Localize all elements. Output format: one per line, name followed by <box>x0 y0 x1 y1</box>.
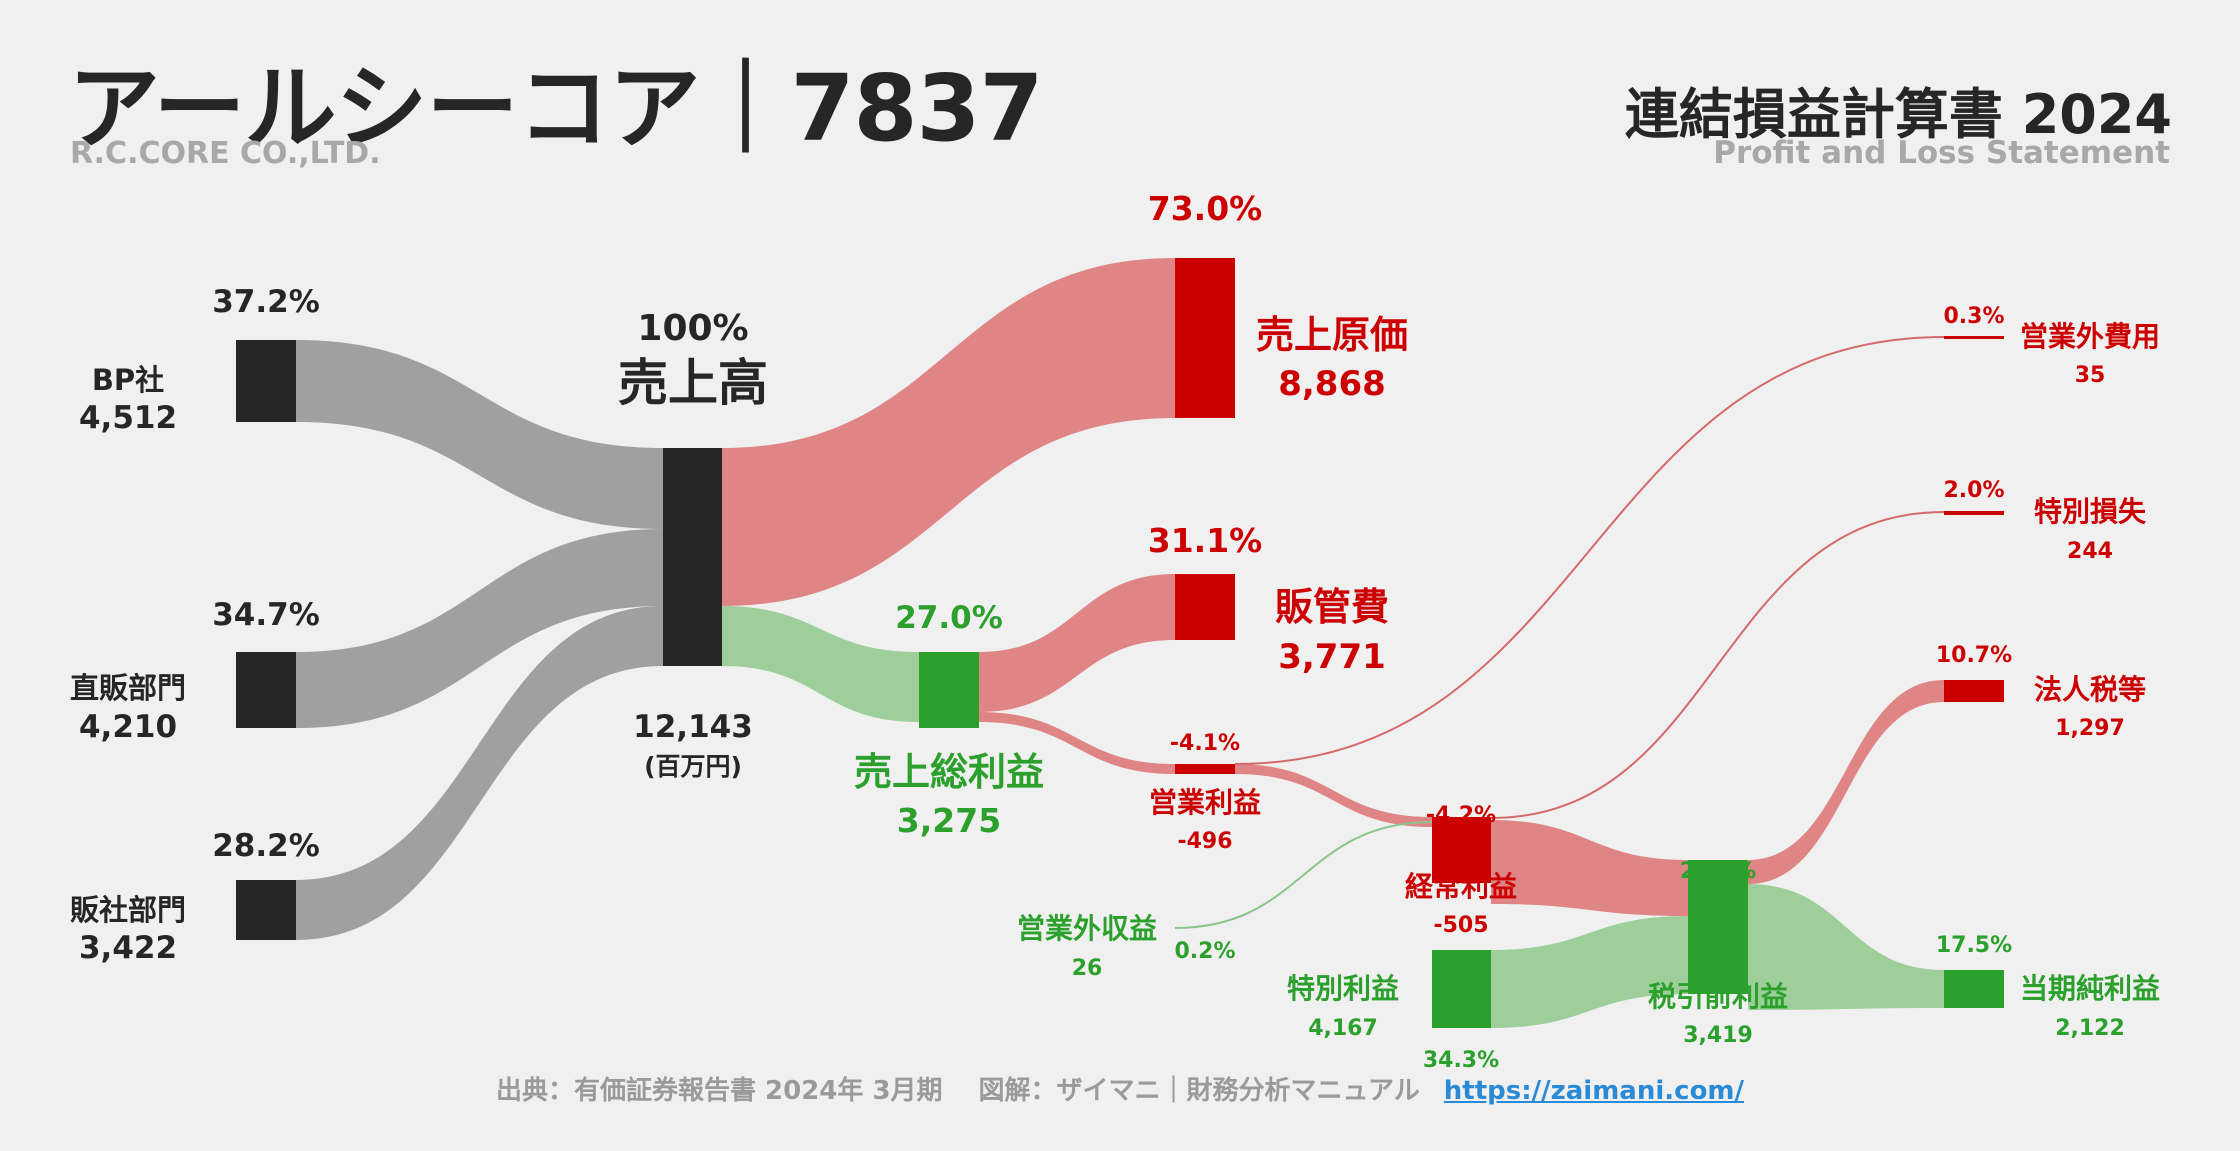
page-title: アールシーコア｜7837 <box>68 55 1044 162</box>
pct-ext-gain: 34.3% <box>1423 1048 1499 1073</box>
bar-ext-gain <box>1432 950 1491 1028</box>
bar-hansha <box>236 880 296 940</box>
pct-ext-loss: 2.0% <box>1943 478 2004 503</box>
pct-nonop-expense: 0.3% <box>1943 304 2004 329</box>
bar-direct <box>236 652 296 728</box>
flow-revenue-to-gross <box>722 606 919 722</box>
flow-revenue-to-cogs <box>722 258 1175 606</box>
label-nonop-income: 営業外収益 <box>1017 912 1157 945</box>
flow-nonop-income-to-ordinary <box>1174 821 1433 929</box>
value-cogs: 8,868 <box>1278 364 1386 404</box>
bar-tax <box>1944 680 2004 702</box>
unit-label: (百万円) <box>644 752 742 781</box>
pct-tax: 10.7% <box>1936 643 2012 668</box>
pct-ordinary: -4.2% <box>1426 803 1496 828</box>
flow-pretax-to-net <box>1748 884 1944 1010</box>
value-revenue: 12,143 <box>633 709 753 745</box>
pct-pretax: 28.2% <box>1680 859 1756 884</box>
label-ext-gain: 特別利益 <box>1287 972 1399 1005</box>
footer: 出典：有価証券報告書 2024年 3月期 図解：ザイマニ｜財務分析マニュアル htt… <box>0 1070 2240 1107</box>
label-bp: BP社 <box>92 363 164 397</box>
value-ordinary: -505 <box>1433 913 1488 938</box>
company-name: R.C.CORE CO.,LTD. <box>70 136 381 171</box>
bar-gross <box>919 652 979 728</box>
flow-ordinary-to-pretax <box>1491 820 1688 916</box>
bar-net <box>1944 970 2004 1008</box>
value-sga: 3,771 <box>1278 637 1386 677</box>
value-bp: 4,512 <box>79 400 177 436</box>
label-revenue: 売上高 <box>618 354 768 412</box>
pct-revenue: 100% <box>637 308 748 349</box>
label-ext-loss: 特別損失 <box>2034 495 2147 528</box>
bar-revenue <box>663 448 722 666</box>
value-direct: 4,210 <box>79 709 177 745</box>
bar-operating <box>1175 764 1235 774</box>
label-direct: 直販部門 <box>70 671 186 705</box>
flow-direct-to-revenue <box>296 529 663 728</box>
value-ext-gain: 4,167 <box>1308 1016 1378 1041</box>
label-cogs: 売上原価 <box>1256 313 1408 357</box>
label-tax: 法人税等 <box>2034 673 2146 706</box>
bar-nonop-expense <box>1944 336 2004 339</box>
value-ext-loss: 244 <box>2067 539 2113 564</box>
label-ordinary: 経常利益 <box>1405 870 1517 903</box>
footer-source: 出典：有価証券報告書 2024年 3月期 <box>495 1076 943 1106</box>
value-gross: 3,275 <box>897 801 1001 840</box>
value-hansha: 3,422 <box>79 930 177 966</box>
flow-operating-to-nonop-expense <box>1234 336 1945 765</box>
pct-cogs: 73.0% <box>1148 189 1263 228</box>
pct-gross: 27.0% <box>895 600 1003 636</box>
footer-credit: 図解：ザイマニ｜財務分析マニュアル <box>978 1076 1420 1106</box>
footer-link[interactable]: https://zaimani.com/ <box>1443 1076 1745 1106</box>
bar-pretax <box>1688 860 1748 994</box>
pct-net: 17.5% <box>1936 933 2012 958</box>
pct-nonop-income: 0.2% <box>1174 939 1235 964</box>
flow-operating-to-ordinary <box>1235 764 1432 827</box>
label-hansha: 販社部門 <box>70 893 186 927</box>
label-pretax: 税引前利益 <box>1648 980 1788 1013</box>
label-sga: 販管費 <box>1275 585 1389 629</box>
value-operating: -496 <box>1177 829 1232 854</box>
flow-pretax-to-tax <box>1748 680 1944 884</box>
flow-ext-gain-to-pretax <box>1491 916 1688 1028</box>
statement-title: 連結損益計算書 2024 <box>1624 83 2172 146</box>
pct-sga: 31.1% <box>1148 521 1263 560</box>
flow-ordinary-to-extraordinary-loss <box>1490 511 1945 819</box>
value-nonop-income: 26 <box>1072 956 1103 981</box>
label-gross: 売上総利益 <box>854 750 1044 794</box>
bar-cogs <box>1175 258 1235 418</box>
flow-gross-to-sga <box>979 574 1175 712</box>
label-operating: 営業利益 <box>1149 786 1261 819</box>
statement-subtitle: Profit and Loss Statement <box>1713 135 2170 171</box>
flow-hansha-to-revenue <box>296 606 663 940</box>
pct-bp: 37.2% <box>212 284 320 320</box>
bar-bp <box>236 340 296 422</box>
label-net: 当期純利益 <box>2020 972 2160 1005</box>
flow-bp-to-revenue <box>296 340 663 529</box>
value-nonop-expense: 35 <box>2075 363 2106 388</box>
value-tax: 1,297 <box>2055 716 2125 741</box>
bar-ordinary <box>1432 817 1491 883</box>
pct-direct: 34.7% <box>212 597 320 633</box>
bar-sga <box>1175 574 1235 640</box>
label-nonop-expense: 営業外費用 <box>2020 320 2160 353</box>
pct-hansha: 28.2% <box>212 828 320 864</box>
bar-ext-loss <box>1944 511 2004 515</box>
pct-operating: -4.1% <box>1170 731 1240 756</box>
flow-gross-to-operating <box>979 712 1175 774</box>
value-pretax: 3,419 <box>1683 1023 1753 1048</box>
value-net: 2,122 <box>2055 1016 2125 1041</box>
